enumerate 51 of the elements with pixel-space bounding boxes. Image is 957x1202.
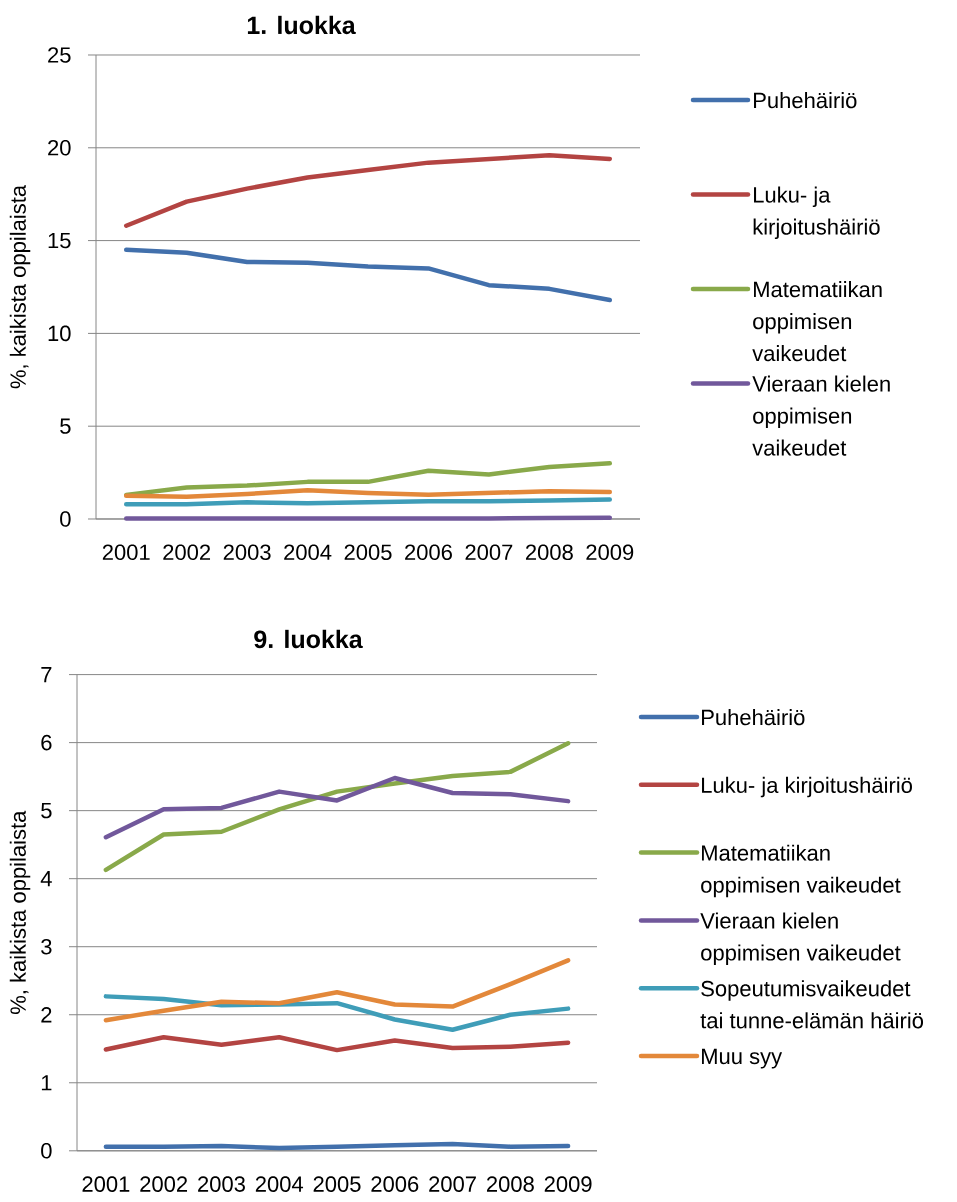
legend-label: Vieraan kielen oppimisen vaikeudet <box>752 375 890 456</box>
x-tick-label: 2007 <box>429 1176 476 1192</box>
y-tick-label: 10 <box>48 325 71 342</box>
x-tick-label: 2003 <box>223 544 271 561</box>
chart-title: 1. luokka <box>247 15 356 35</box>
y-tick-label: 0 <box>41 1143 52 1159</box>
y-tick-label: 2 <box>41 1007 52 1023</box>
x-tick-label: 2006 <box>405 544 452 561</box>
x-tick-label: 2005 <box>313 1176 361 1192</box>
y-axis-title: %, kaikista oppilaista <box>9 810 31 1015</box>
x-tick-label: 2003 <box>198 1176 245 1192</box>
line-series <box>103 775 571 840</box>
x-tick-label: 2007 <box>465 544 513 561</box>
legend-label: Luku- ja kirjoitushäiriö <box>702 776 912 798</box>
x-tick-label: 2002 <box>163 544 211 561</box>
line-series <box>123 247 613 303</box>
y-tick-label: 5 <box>60 418 71 434</box>
line-series <box>103 741 571 873</box>
legend-label: Luku- ja kirjoitushäiriö <box>753 186 880 240</box>
legend-label: Puhehäiriö <box>702 709 805 726</box>
x-tick-label: 2009 <box>586 544 634 561</box>
y-tick-label: 0 <box>60 511 71 527</box>
x-tick-label: 2004 <box>255 1176 304 1192</box>
y-tick-label: 15 <box>48 232 71 249</box>
y-tick-label: 5 <box>41 802 52 819</box>
x-tick-label: 2009 <box>544 1176 592 1192</box>
line-series <box>103 1034 571 1053</box>
x-tick-label: 2008 <box>486 1176 534 1192</box>
y-axis-title: %, kaikista oppilaista <box>9 184 31 389</box>
y-tick-label: 1 <box>41 1075 52 1091</box>
y-tick-label: 6 <box>41 734 52 751</box>
legend-label: Matematiikan oppimisen vaikeudet <box>752 281 882 362</box>
legend-label: Matematiikan oppimisen vaikeudet <box>701 844 901 898</box>
y-tick-label: 25 <box>48 47 71 63</box>
chart-title: 9. luokka <box>254 629 363 649</box>
y-tick-label: 4 <box>40 871 52 887</box>
legend-label: Vieraan kielen oppimisen vaikeudet <box>700 912 901 965</box>
x-tick-label: 2002 <box>140 1176 188 1192</box>
line-series <box>103 958 571 1023</box>
x-tick-label: 2005 <box>344 544 392 561</box>
x-tick-label: 2008 <box>525 544 573 561</box>
x-tick-label: 2006 <box>371 1176 419 1192</box>
y-tick-label: 7 <box>41 667 52 683</box>
legend-label: Muu syy <box>702 1048 783 1069</box>
legend-label: Puhehäiriö <box>754 92 857 109</box>
y-tick-label: 20 <box>48 140 71 156</box>
legend-label: Sopeutumisvaikeudet tai tunne-elämän häiriö <box>700 980 924 1029</box>
y-tick-label: 3 <box>41 938 52 955</box>
x-tick-label: 2001 <box>102 544 150 561</box>
x-tick-label: 2001 <box>82 1176 130 1192</box>
x-tick-label: 2004 <box>284 544 332 561</box>
